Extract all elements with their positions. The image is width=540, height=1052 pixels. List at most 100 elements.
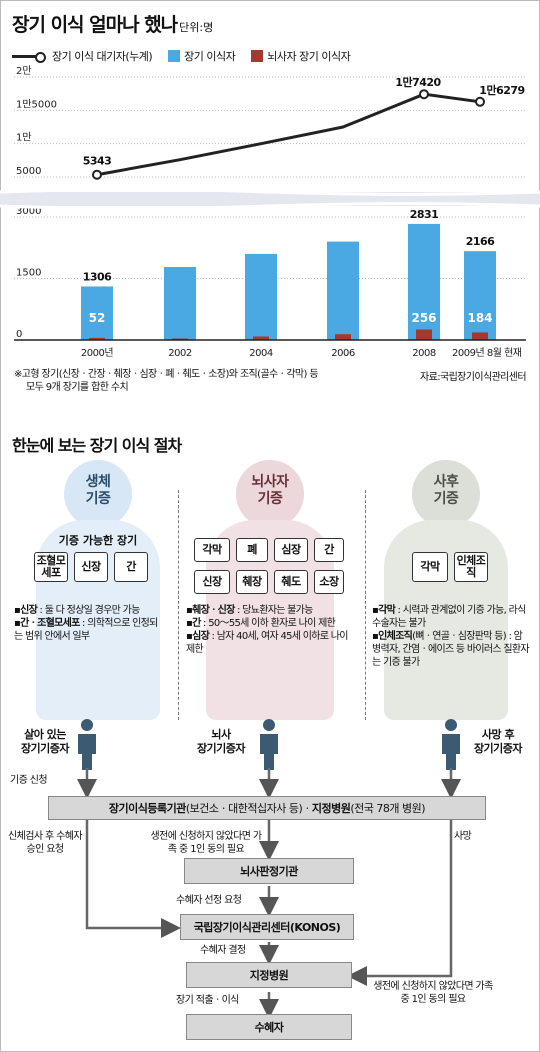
flow-select-label: 수혜자 선정 요청	[176, 895, 242, 906]
living-notes: ▪신장 : 둘 다 정상일 경우만 가능 ▪간ㆍ조혈모세포 : 의학적으로 인정…	[14, 604, 164, 643]
braindead-notes: ▪췌장ㆍ신장 : 당뇨환자는 불가능 ▪간 : 50～55세 이하 환자로 나이…	[186, 604, 356, 656]
unit-label: 단위:명	[179, 21, 214, 34]
flow-autopsy-label: 신체검사 후 수혜자 승인 요청	[8, 831, 83, 855]
reg-bold-2: 지정병원	[311, 802, 351, 815]
flow-arrows	[77, 768, 461, 1019]
x-tick-label: 2009년 8월 현재	[452, 347, 522, 359]
braindead-label-1: 뇌사자	[251, 474, 289, 490]
y-tick-label: 1500	[16, 268, 41, 279]
organ-liver-bd: 간	[314, 538, 344, 562]
legend-braindead: 뇌사자 장기 이식자	[251, 48, 351, 64]
reg-bold-1: 장기이식등록기관	[108, 802, 186, 815]
legend-waiting-label: 장기 이식 대기자(누계)	[52, 50, 153, 63]
x-tick-label: 2008	[412, 348, 436, 359]
label-braindead: 184	[467, 311, 492, 325]
brain-death-judgement-box: 뇌사판정기관	[184, 858, 354, 884]
line-waiting-point	[475, 96, 485, 107]
flow-family-label-2: 생전에 신청하지 않았다면 가족 중 1인 동의 필요	[373, 981, 493, 1005]
chart-legend: 장기 이식 대기자(누계) 장기 이식자 뇌사자 장기 이식자	[12, 48, 366, 64]
braindead-donor-person-icon	[260, 719, 278, 770]
legend-line-swatch	[12, 51, 46, 63]
living-box-title: 기증 가능한 장기	[58, 534, 138, 547]
footnote: ※고형 장기(신장ㆍ간장ㆍ췌장ㆍ심장ㆍ폐ㆍ췌도ㆍ소장)와 조직(골수ㆍ각막) 등…	[14, 368, 319, 394]
braindead-figure-head	[236, 460, 304, 528]
reg-mid: (보건소ㆍ대한적십자사 등)ㆍ	[185, 802, 313, 815]
living-note-1: ▪신장 : 둘 다 정상일 경우만 가능	[14, 605, 140, 616]
y-tick-label: 1만5000	[16, 98, 57, 110]
living-donor-label: 살아 있는 장기기증자	[20, 728, 70, 755]
designated-hospital-box: 지정병원	[186, 962, 352, 988]
label-braindead: 256	[411, 311, 436, 325]
source-note: 자료:국립장기이식관리센터	[420, 372, 527, 383]
flow-apply-label: 기증 신청	[10, 775, 48, 786]
organ-small-intestine: 소장	[314, 570, 344, 594]
line-waiting-point	[419, 89, 429, 100]
label-waiting-2008: 1만7420	[395, 75, 441, 89]
braindead-note-1: ▪췌장ㆍ신장 : 당뇨환자는 불가능	[186, 605, 313, 616]
bar-recipients	[81, 286, 113, 340]
living-label-1: 생체	[85, 474, 111, 490]
registration-box: 장기이식등록기관 (보건소ㆍ대한적십자사 등)ㆍ 지정병원 (전국 78개 병원)	[48, 796, 486, 820]
living-label-2: 기증	[85, 491, 111, 507]
deceased-figure-head	[412, 460, 480, 528]
line-waiting-point	[92, 169, 102, 180]
organ-heart: 심장	[274, 538, 308, 562]
living-note-2: ▪간ㆍ조혈모세포 : 의학적으로 인정되는 범위 안에서 일부	[14, 618, 158, 642]
bar-recipients	[164, 267, 196, 340]
x-tick-label: 2004	[249, 348, 273, 359]
deceased-label-2: 기증	[433, 491, 459, 507]
organ-liver: 간	[114, 552, 148, 582]
reg-end: (전국 78개 병원)	[350, 802, 426, 815]
organ-tissue: 인체조직	[454, 552, 488, 582]
chart-title: 장기 이식 얼마나 했나 단위:명	[12, 10, 213, 37]
braindead-note-2: ▪간 : 50～55세 이하 환자로 나이 제한	[186, 618, 336, 629]
bar-braindead	[335, 334, 351, 340]
deceased-notes: ▪각막 : 시력과 관계없이 기증 가능, 라식 수술자는 불가 ▪인체조직(뼈…	[372, 604, 530, 669]
title-text: 장기 이식 얼마나 했나	[12, 14, 178, 36]
bar-braindead	[89, 337, 105, 340]
y-tick-label: 1만	[16, 132, 32, 144]
living-donor-person-icon	[78, 719, 96, 770]
bar-braindead	[472, 332, 488, 340]
label-waiting-2000: 5343	[83, 155, 112, 168]
legend-recipients-label: 장기 이식자	[184, 50, 236, 63]
legend-waiting: 장기 이식 대기자(누계)	[12, 48, 153, 64]
x-tick-label: 2006	[331, 348, 355, 359]
bar-recipients	[464, 251, 496, 340]
footnote-line2: 모두 9개 장기를 합한 수치	[26, 382, 129, 393]
deceased-note-1: ▪각막 : 시력과 관계없이 기증 가능, 라식 수술자는 불가	[372, 605, 526, 629]
label-recipients: 2166	[466, 235, 495, 248]
legend-recipients: 장기 이식자	[168, 48, 236, 64]
recipient-box: 수혜자	[186, 1014, 352, 1040]
label-braindead: 52	[89, 311, 106, 325]
living-figure-head	[64, 460, 132, 528]
procedure-title: 한눈에 보는 장기 이식 절차	[12, 436, 182, 455]
bar-recipients	[245, 253, 277, 340]
organ-kidney: 신장	[74, 552, 108, 582]
bar-recipients	[327, 241, 359, 340]
axis-break-wave-top	[0, 188, 540, 196]
deceased-label: 사후 기증	[412, 474, 480, 508]
flow-transplant-label: 장기 적출ㆍ이식	[176, 995, 239, 1006]
organ-pancreas: 췌장	[236, 570, 268, 594]
flow-family-label-1: 생전에 신청하지 않았다면 가족 중 1인 동의 필요	[150, 831, 263, 855]
legend-blue-swatch	[168, 50, 181, 62]
braindead-donor-label: 뇌사 장기기증자	[196, 728, 246, 755]
living-label: 생체 기증	[64, 474, 132, 508]
flow-death-label: 사망	[454, 831, 472, 842]
footnote-line1: ※고형 장기(신장ㆍ간장ㆍ췌장ㆍ심장ㆍ폐ㆍ췌도ㆍ소장)와 조직(골수ㆍ각막) 등	[14, 369, 319, 380]
label-waiting-2009: 1만6279	[479, 83, 524, 97]
organ-lung: 폐	[236, 538, 268, 562]
konos-box: 국립장기이식관리센터(KONOS)	[180, 914, 354, 940]
bar-recipients	[408, 223, 440, 340]
label-recipients: 1306	[83, 270, 112, 283]
organ-cornea-dc: 각막	[412, 552, 448, 582]
y-tick-label: 2만	[16, 65, 32, 77]
organ-stem-cell: 조혈모세포	[34, 552, 68, 582]
label-recipients: 2831	[410, 208, 439, 221]
column-divider-1	[178, 490, 179, 720]
line-waiting	[96, 92, 481, 177]
braindead-label-2: 기증	[257, 491, 283, 507]
x-tick-label: 2000년	[81, 347, 113, 359]
